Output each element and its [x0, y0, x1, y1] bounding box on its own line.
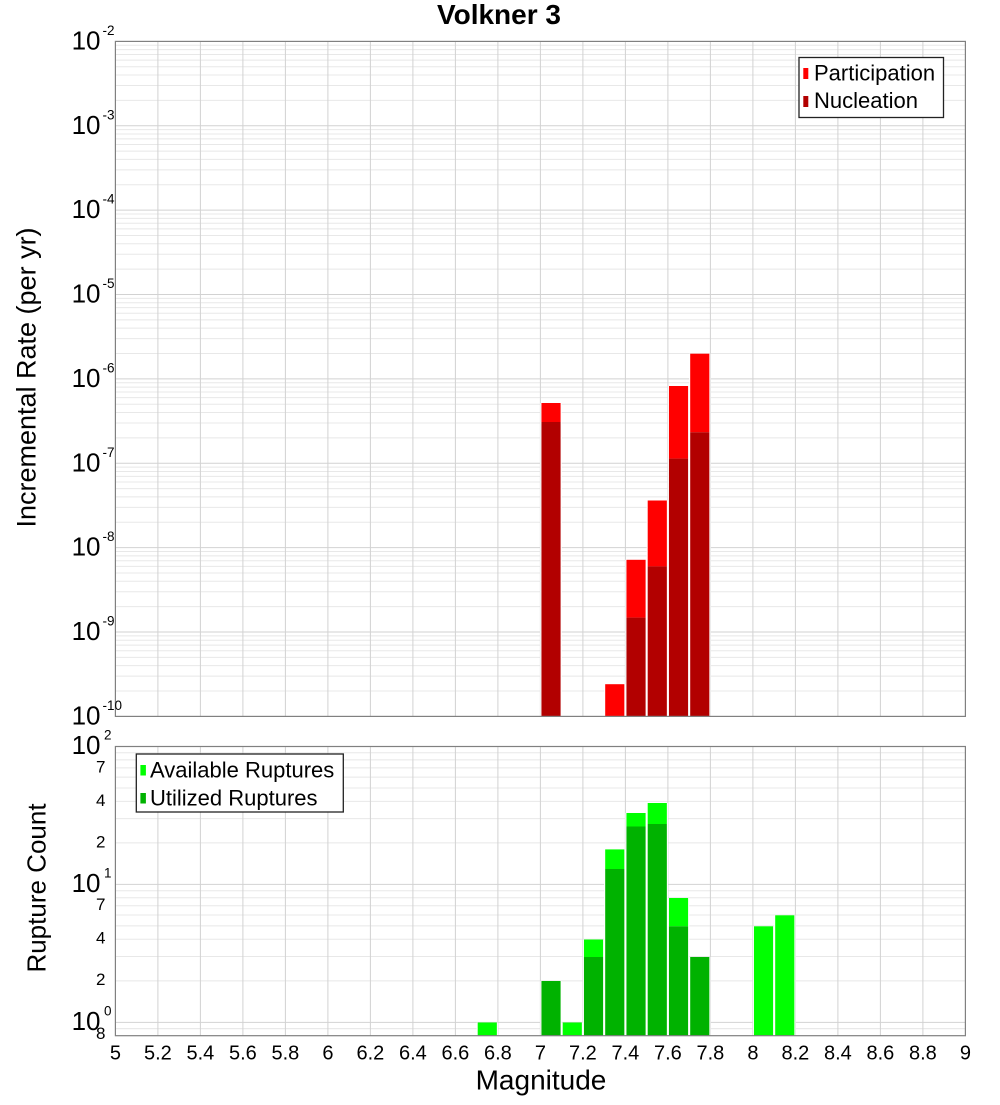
- svg-text:6.4: 6.4: [399, 1043, 427, 1065]
- svg-text:4: 4: [96, 929, 105, 948]
- svg-text:-5: -5: [103, 276, 115, 291]
- svg-text:7.4: 7.4: [611, 1043, 639, 1065]
- svg-text:-2: -2: [103, 23, 115, 38]
- svg-text:Participation: Participation: [814, 61, 935, 86]
- svg-text:5.6: 5.6: [229, 1043, 257, 1065]
- svg-text:10: 10: [72, 730, 101, 760]
- svg-text:10: 10: [72, 616, 101, 646]
- svg-text:8.4: 8.4: [824, 1043, 852, 1065]
- svg-text:Rupture Count: Rupture Count: [21, 803, 51, 973]
- svg-text:5: 5: [110, 1043, 121, 1065]
- svg-text:10: 10: [72, 532, 101, 562]
- svg-text:Volkner 3: Volkner 3: [437, 0, 561, 30]
- svg-text:-8: -8: [103, 529, 115, 544]
- svg-text:Available Ruptures: Available Ruptures: [150, 758, 334, 783]
- svg-text:-7: -7: [103, 445, 115, 460]
- svg-text:7.6: 7.6: [654, 1043, 682, 1065]
- svg-text:7.8: 7.8: [696, 1043, 724, 1065]
- svg-text:0: 0: [104, 1003, 112, 1018]
- svg-text:4: 4: [96, 791, 105, 810]
- svg-text:10: 10: [72, 868, 101, 898]
- svg-text:9: 9: [960, 1043, 971, 1065]
- svg-text:5.8: 5.8: [271, 1043, 299, 1065]
- svg-text:8: 8: [747, 1043, 758, 1065]
- svg-text:Utilized Ruptures: Utilized Ruptures: [150, 786, 318, 811]
- svg-text:7.2: 7.2: [569, 1043, 597, 1065]
- svg-text:10: 10: [72, 447, 101, 477]
- svg-text:-9: -9: [103, 614, 115, 629]
- svg-text:6.8: 6.8: [484, 1043, 512, 1065]
- svg-text:6.2: 6.2: [356, 1043, 384, 1065]
- svg-text:7: 7: [535, 1043, 546, 1065]
- svg-text:8.8: 8.8: [909, 1043, 937, 1065]
- svg-text:8.2: 8.2: [781, 1043, 809, 1065]
- svg-text:10: 10: [72, 1006, 101, 1036]
- svg-text:-10: -10: [103, 698, 123, 713]
- svg-text:10: 10: [72, 700, 101, 730]
- svg-text:5.4: 5.4: [186, 1043, 214, 1065]
- svg-text:Nucleation: Nucleation: [814, 88, 918, 113]
- svg-text:2: 2: [96, 970, 105, 989]
- svg-text:6: 6: [322, 1043, 333, 1065]
- svg-text:10: 10: [72, 279, 101, 309]
- svg-text:10: 10: [72, 25, 101, 55]
- svg-text:8: 8: [96, 1024, 105, 1043]
- svg-text:10: 10: [72, 194, 101, 224]
- svg-text:2: 2: [104, 728, 112, 743]
- svg-text:1: 1: [104, 865, 112, 880]
- svg-text:8.6: 8.6: [866, 1043, 894, 1065]
- svg-text:Incremental Rate (per yr): Incremental Rate (per yr): [11, 227, 41, 527]
- svg-text:Magnitude: Magnitude: [476, 1065, 607, 1096]
- svg-text:2: 2: [96, 832, 105, 851]
- svg-text:10: 10: [72, 363, 101, 393]
- svg-text:5.2: 5.2: [144, 1043, 172, 1065]
- svg-text:7: 7: [96, 757, 105, 776]
- svg-text:-4: -4: [103, 192, 115, 207]
- svg-text:7: 7: [96, 895, 105, 914]
- svg-text:10: 10: [72, 110, 101, 140]
- svg-text:-6: -6: [103, 360, 115, 375]
- svg-text:-3: -3: [103, 107, 115, 122]
- svg-text:6.6: 6.6: [441, 1043, 469, 1065]
